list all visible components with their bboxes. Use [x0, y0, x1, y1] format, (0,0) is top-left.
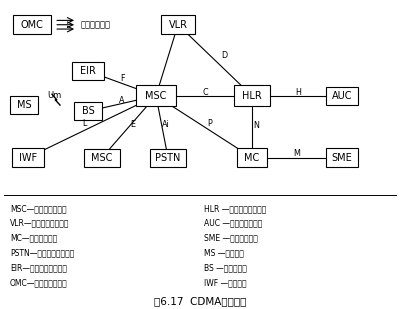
Text: Ai: Ai [162, 120, 170, 129]
Bar [10, 96, 38, 114]
Text: MC—短消息中心；: MC—短消息中心； [10, 234, 57, 243]
Text: SME —短消息实体；: SME —短消息实体； [204, 234, 258, 243]
Text: E: E [130, 120, 135, 129]
Text: SME: SME [332, 153, 352, 163]
Text: MC: MC [244, 153, 260, 163]
Text: HLR —原籍位置寄存器；: HLR —原籍位置寄存器； [204, 204, 266, 213]
Bar [326, 148, 358, 167]
Text: 至各相关实体: 至各相关实体 [81, 20, 111, 29]
Text: D: D [221, 50, 228, 60]
Text: N: N [253, 121, 259, 130]
Text: A: A [118, 96, 124, 105]
Text: H: H [295, 87, 301, 97]
Text: OMC—操作维护中心；: OMC—操作维护中心； [10, 278, 68, 287]
Text: OMC: OMC [20, 20, 44, 30]
Text: PSTN—公用交换电话网；: PSTN—公用交换电话网； [10, 248, 74, 257]
Text: VLR—访问位置寄存器；: VLR—访问位置寄存器； [10, 219, 70, 228]
Text: M: M [293, 149, 300, 159]
Text: Um: Um [47, 91, 61, 100]
Bar [326, 87, 358, 105]
Text: AUC: AUC [332, 91, 352, 101]
Text: L: L [82, 119, 86, 128]
Text: IWF: IWF [19, 153, 37, 163]
Bar [13, 15, 51, 34]
Text: P: P [207, 119, 212, 128]
Text: C: C [202, 87, 208, 97]
Bar [84, 149, 120, 167]
Text: BS: BS [82, 106, 94, 116]
Text: PSTN: PSTN [155, 153, 181, 163]
Text: MSC: MSC [145, 91, 167, 101]
Text: EIR—设备识别寄存器；: EIR—设备识别寄存器； [10, 263, 67, 272]
Text: AUC —鉴权认证中心；: AUC —鉴权认证中心； [204, 219, 262, 228]
Bar [237, 148, 267, 167]
Bar [72, 62, 104, 80]
Text: EIR: EIR [80, 66, 96, 76]
Bar [136, 85, 176, 106]
Bar [150, 149, 186, 167]
Text: 图6.17  CDMA系统结构: 图6.17 CDMA系统结构 [154, 296, 246, 306]
Text: MSC—移动交换中心；: MSC—移动交换中心； [10, 204, 67, 213]
Bar [74, 102, 102, 120]
Text: MSC: MSC [91, 153, 113, 163]
Text: MS —移动台；: MS —移动台； [204, 248, 244, 257]
Text: VLR: VLR [168, 20, 188, 30]
Bar [161, 15, 195, 34]
Bar [12, 148, 44, 167]
Text: IWF —互连功能: IWF —互连功能 [204, 278, 247, 287]
Text: MS: MS [17, 100, 31, 110]
Text: HLR: HLR [242, 91, 262, 101]
Text: BS —基站系统；: BS —基站系统； [204, 263, 247, 272]
Bar [234, 85, 270, 106]
Text: F: F [120, 74, 124, 83]
